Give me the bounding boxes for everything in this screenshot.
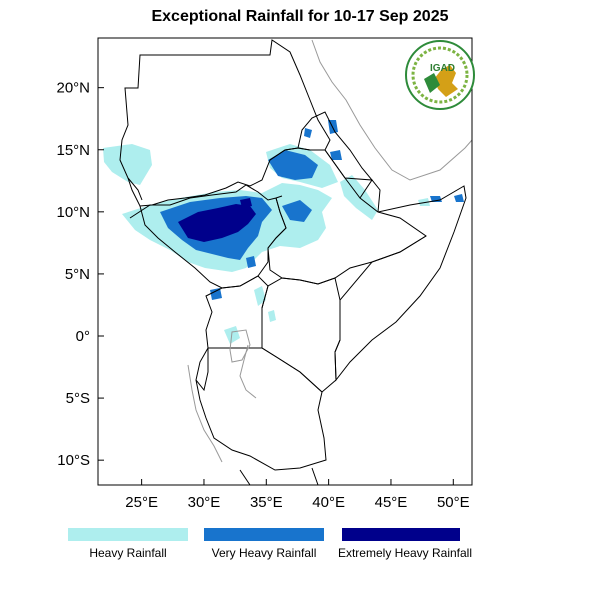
x-tick-label: 45°E [375, 494, 408, 511]
y-tick-label: 20°N [56, 80, 90, 97]
y-tick-label: 10°S [57, 452, 90, 469]
x-tick-label: 35°E [250, 494, 283, 511]
map-title: Exceptional Rainfall for 10-17 Sep 2025 [151, 8, 449, 25]
logo-laurel [411, 46, 469, 104]
x-tick-label: 25°E [125, 494, 158, 511]
y-axis-ticks: 20°N 15°N 10°N 5°N 0° 5°S 10°S [56, 80, 104, 469]
rainfall-shading [103, 120, 464, 344]
y-tick-label: 0° [76, 328, 90, 345]
y-tick-label: 5°S [66, 390, 90, 407]
logo-map-shape [434, 65, 458, 97]
logo-map-shape-green [424, 73, 440, 93]
y-tick-label: 5°N [65, 266, 90, 283]
map-frame [97, 37, 473, 486]
extremely-heavy-rainfall-areas [178, 198, 256, 242]
x-axis-ticks: 25°E 30°E 35°E 40°E 45°E 50°E [125, 479, 470, 511]
x-tick-label: 40°E [312, 494, 345, 511]
y-tick-label: 15°N [56, 142, 90, 159]
logo-text: IGAD [430, 63, 455, 74]
x-tick-label: 30°E [188, 494, 221, 511]
x-tick-label: 50°E [437, 494, 470, 511]
y-tick-label: 10°N [56, 204, 90, 221]
neighbouring-coastlines [187, 39, 473, 463]
heavy-rainfall-areas [103, 144, 430, 344]
igad-logo: IGAD [405, 40, 475, 110]
country-borders [119, 39, 467, 486]
very-heavy-rainfall-areas [160, 120, 464, 300]
